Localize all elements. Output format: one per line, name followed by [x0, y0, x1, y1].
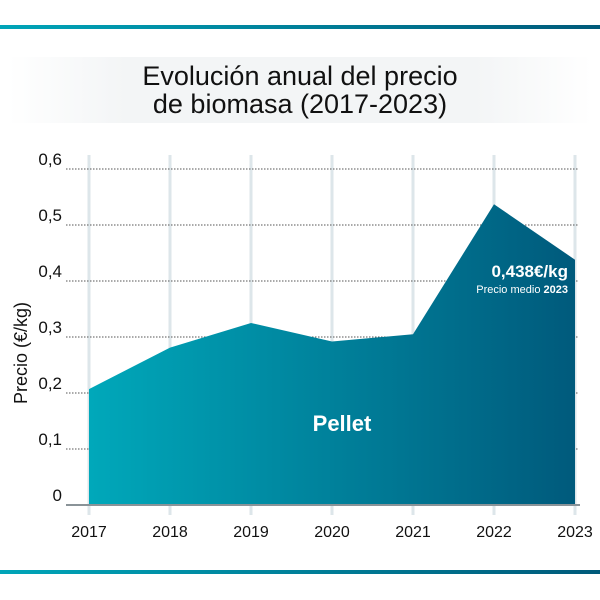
x-tick-label: 2018 [152, 524, 188, 541]
pellet-area [89, 204, 575, 505]
annotation-value: 0,438€/kg [491, 262, 568, 281]
x-tick-label: 2017 [71, 524, 107, 541]
y-tick-label: 0,5 [38, 206, 62, 225]
y-tick-label: 0 [53, 486, 62, 505]
x-tick-label: 2022 [476, 524, 512, 541]
title-line-2: de biomasa (2017-2023) [152, 89, 448, 119]
y-tick-label: 0,6 [38, 150, 62, 169]
y-tick-label: 0,3 [38, 318, 62, 337]
bottom-rule [0, 570, 600, 574]
chart-title: Evolución anual del precio de biomasa (2… [0, 62, 600, 118]
y-tick-label: 0,1 [38, 430, 62, 449]
annotation-label-text: Precio medio [476, 284, 540, 296]
title-band [8, 57, 592, 123]
annotation-year: 2023 [544, 284, 568, 296]
title-line-1: Evolución anual del precio [142, 61, 458, 91]
x-tick-label: 2023 [557, 524, 593, 541]
y-axis-label: Precio (€/kg) [11, 302, 31, 404]
x-tick-label: 2019 [233, 524, 269, 541]
top-rule [0, 25, 600, 29]
x-tick-label: 2020 [314, 524, 350, 541]
series-label: Pellet [313, 411, 372, 436]
y-tick-label: 0,2 [38, 374, 62, 393]
y-tick-label: 0,4 [38, 262, 62, 281]
annotation-label: Precio medio 2023 [476, 284, 568, 296]
x-tick-label: 2021 [395, 524, 431, 541]
